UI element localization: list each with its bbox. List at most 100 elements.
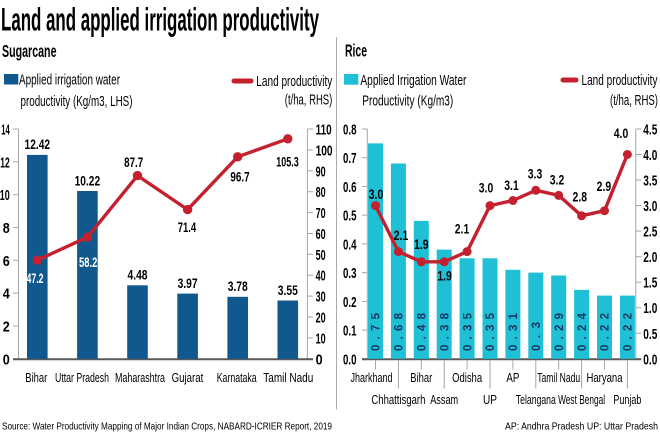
svg-text:0.0: 0.0	[343, 351, 357, 368]
svg-text:3.0: 3.0	[643, 198, 657, 215]
svg-text:3.2: 3.2	[550, 173, 565, 188]
svg-text:0.35: 0.35	[462, 312, 474, 351]
svg-text:12.42: 12.42	[25, 136, 51, 152]
svg-text:0.38: 0.38	[439, 312, 451, 351]
svg-text:0.35: 0.35	[485, 312, 497, 351]
svg-text:14: 14	[1, 122, 10, 139]
svg-text:Tamil Nadu: Tamil Nadu	[537, 371, 580, 385]
svg-text:12: 12	[0, 154, 10, 171]
svg-text:1.9: 1.9	[437, 269, 452, 284]
svg-text:Karnataka: Karnataka	[217, 371, 257, 385]
svg-text:AP: AP	[506, 371, 519, 385]
svg-text:2.9: 2.9	[597, 179, 612, 194]
svg-text:0.6: 0.6	[343, 179, 357, 196]
svg-text:1.9: 1.9	[414, 237, 429, 252]
svg-text:Chhattisgarh: Chhattisgarh	[371, 393, 425, 407]
svg-text:0.7: 0.7	[343, 150, 357, 167]
svg-text:2.5: 2.5	[643, 224, 657, 241]
svg-text:40: 40	[316, 268, 326, 285]
svg-text:Sugarcane: Sugarcane	[2, 41, 57, 61]
svg-text:2.8: 2.8	[573, 189, 588, 204]
svg-text:0.31: 0.31	[508, 312, 520, 351]
svg-text:0.68: 0.68	[394, 312, 406, 351]
svg-text:10: 10	[0, 187, 10, 204]
svg-text:0.3: 0.3	[531, 322, 543, 351]
svg-text:Land and applied irrigation pr: Land and applied irrigation productivity	[1, 2, 319, 38]
svg-text:3.3: 3.3	[528, 167, 543, 182]
svg-text:3.5: 3.5	[643, 173, 657, 190]
svg-text:4.0: 4.0	[614, 126, 629, 141]
svg-text:47.2: 47.2	[27, 271, 44, 286]
svg-text:20: 20	[316, 310, 326, 327]
svg-text:0.1: 0.1	[343, 323, 357, 340]
svg-text:10: 10	[316, 330, 326, 347]
svg-text:4: 4	[3, 286, 11, 303]
svg-text:Jharkhand: Jharkhand	[351, 371, 393, 385]
svg-text:0.5: 0.5	[643, 326, 657, 343]
svg-text:Source: Water Productivity Map: Source: Water Productivity Mapping of Ma…	[2, 421, 332, 433]
svg-text:(t/ha, RHS): (t/ha, RHS)	[285, 92, 333, 109]
svg-text:Gujarat: Gujarat	[172, 371, 204, 385]
svg-text:productivity (Kg/m3, LHS): productivity (Kg/m3, LHS)	[21, 93, 133, 110]
svg-text:3.1: 3.1	[504, 178, 519, 193]
svg-text:1.5: 1.5	[643, 275, 657, 292]
svg-text:0: 0	[3, 351, 10, 368]
svg-text:AP: Andhra Pradesh UP: Uttar P: AP: Andhra Pradesh UP: Uttar Pradesh	[505, 421, 658, 433]
svg-text:0.24: 0.24	[577, 312, 589, 351]
svg-text:2.0: 2.0	[643, 249, 657, 266]
svg-text:Haryana: Haryana	[587, 371, 623, 385]
svg-text:Land productivity: Land productivity	[582, 72, 658, 89]
svg-text:60: 60	[316, 226, 326, 243]
svg-text:50: 50	[316, 247, 326, 264]
svg-text:0.48: 0.48	[417, 312, 429, 351]
svg-text:0.2: 0.2	[343, 294, 357, 311]
svg-text:8: 8	[3, 220, 10, 237]
svg-text:0.5: 0.5	[343, 208, 357, 225]
svg-text:0.8: 0.8	[343, 122, 357, 139]
svg-text:Applied irrigation water: Applied irrigation water	[19, 72, 120, 89]
svg-text:90: 90	[316, 163, 326, 180]
svg-text:2.1: 2.1	[394, 228, 409, 243]
svg-text:6: 6	[3, 253, 10, 270]
svg-text:Rice: Rice	[345, 41, 367, 61]
svg-text:0.0: 0.0	[643, 351, 657, 368]
svg-text:96.7: 96.7	[230, 169, 249, 184]
svg-text:58.2: 58.2	[79, 255, 97, 270]
svg-text:Telangana: Telangana	[516, 393, 556, 407]
svg-text:0.4: 0.4	[343, 236, 357, 253]
svg-text:3.0: 3.0	[479, 181, 494, 196]
svg-text:0.29: 0.29	[554, 313, 566, 351]
svg-text:70: 70	[316, 205, 326, 222]
svg-text:3.0: 3.0	[369, 187, 384, 202]
svg-text:Uttar Pradesh: Uttar Pradesh	[55, 371, 109, 385]
svg-text:0.3: 0.3	[343, 265, 357, 282]
svg-text:0.22: 0.22	[623, 313, 635, 351]
svg-text:Applied Irrigation Water: Applied Irrigation Water	[360, 72, 466, 89]
svg-text:80: 80	[316, 184, 326, 201]
svg-text:Maharashtra: Maharashtra	[115, 371, 165, 385]
svg-text:110: 110	[316, 122, 332, 139]
svg-text:2.1: 2.1	[455, 222, 470, 237]
svg-text:105.3: 105.3	[276, 154, 299, 169]
svg-text:2: 2	[3, 318, 10, 335]
svg-text:Bihar: Bihar	[410, 371, 432, 385]
svg-text:1.0: 1.0	[643, 300, 657, 317]
svg-text:Bihar: Bihar	[25, 371, 47, 385]
svg-text:3.55: 3.55	[278, 282, 298, 298]
svg-text:3.78: 3.78	[228, 278, 248, 294]
svg-text:(t/ha, RHS): (t/ha, RHS)	[610, 92, 658, 109]
svg-text:4.5: 4.5	[643, 122, 657, 139]
svg-text:100: 100	[316, 142, 333, 159]
svg-text:Assam: Assam	[430, 393, 458, 407]
svg-text:Punjab: Punjab	[613, 393, 641, 407]
svg-text:UP: UP	[483, 393, 497, 407]
svg-text:0: 0	[316, 351, 323, 368]
svg-text:Productivity (Kg/m3): Productivity (Kg/m3)	[362, 93, 453, 110]
svg-text:West Bengal: West Bengal	[558, 393, 605, 407]
svg-text:Tamil Nadu: Tamil Nadu	[263, 371, 313, 385]
svg-text:10.22: 10.22	[75, 172, 101, 188]
svg-text:Land productivity: Land productivity	[256, 73, 332, 90]
svg-text:30: 30	[316, 289, 326, 306]
svg-text:Odisha: Odisha	[452, 371, 482, 385]
svg-text:87.7: 87.7	[124, 155, 143, 170]
